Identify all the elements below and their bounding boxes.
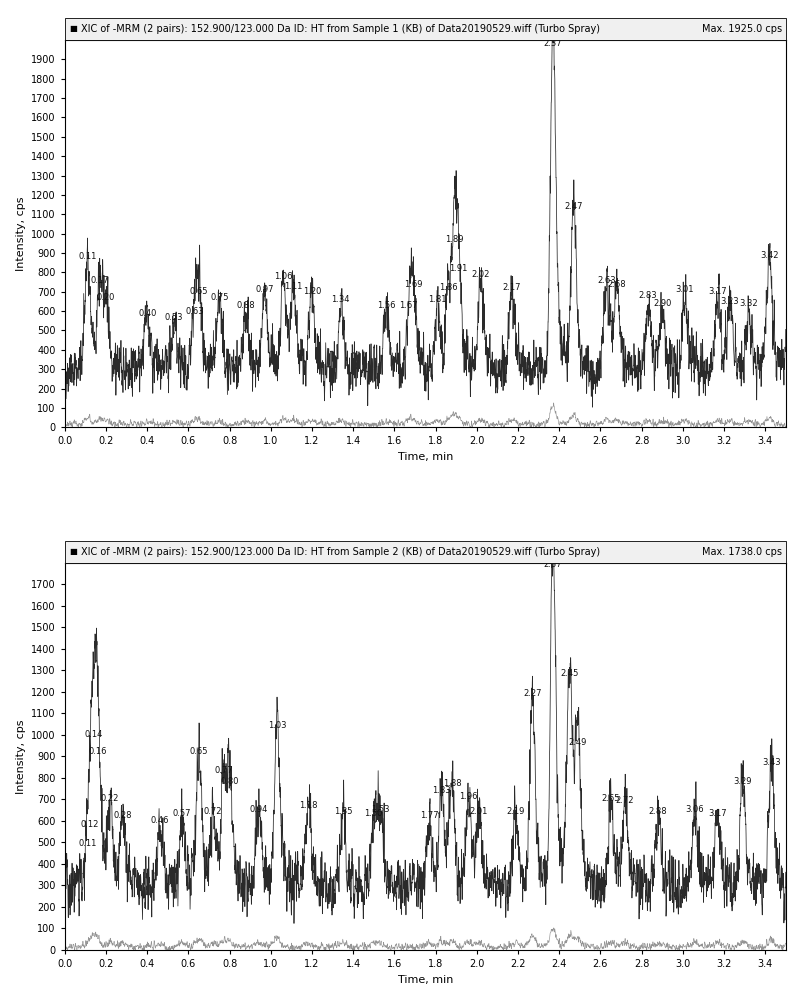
Text: 1.89: 1.89	[445, 235, 463, 244]
Text: 0.75: 0.75	[210, 293, 228, 302]
Text: 3.32: 3.32	[740, 299, 758, 308]
Text: 2.01: 2.01	[470, 807, 488, 816]
Text: 2.63: 2.63	[597, 276, 616, 285]
Text: 0.94: 0.94	[249, 805, 267, 814]
Text: 1.56: 1.56	[377, 301, 395, 310]
Text: 1.86: 1.86	[438, 283, 457, 292]
Text: 1.50: 1.50	[364, 809, 383, 818]
Text: 1.20: 1.20	[303, 287, 321, 296]
Text: 2.83: 2.83	[638, 291, 657, 300]
Text: 3.42: 3.42	[760, 251, 778, 260]
X-axis label: Time, min: Time, min	[398, 975, 453, 985]
Text: 2.02: 2.02	[471, 270, 490, 279]
Text: 2.49: 2.49	[569, 738, 587, 747]
Text: 2.68: 2.68	[608, 280, 626, 289]
Y-axis label: Intensity, cps: Intensity, cps	[15, 719, 26, 794]
Text: 0.57: 0.57	[173, 809, 191, 818]
Text: 1.53: 1.53	[371, 805, 389, 814]
Text: 1.91: 1.91	[449, 264, 467, 273]
Text: 2.88: 2.88	[649, 807, 667, 816]
Text: 3.06: 3.06	[686, 805, 705, 814]
Text: 3.29: 3.29	[733, 777, 752, 786]
Text: 1.03: 1.03	[267, 721, 286, 730]
Text: 0.11: 0.11	[79, 839, 96, 848]
Text: 0.88: 0.88	[237, 301, 255, 310]
Text: 3.17: 3.17	[709, 287, 727, 296]
Text: XIC of -MRM (2 pairs): 152.900/123.000 Da ID: HT from Sample 2 (KB) of Data20190: XIC of -MRM (2 pairs): 152.900/123.000 D…	[81, 547, 600, 557]
Text: Max. 1738.0 cps: Max. 1738.0 cps	[701, 547, 782, 557]
Text: 1.77: 1.77	[420, 811, 439, 820]
Text: 1.35: 1.35	[334, 807, 352, 816]
Text: 0.17: 0.17	[91, 276, 109, 285]
Text: 0.46: 0.46	[151, 816, 168, 825]
Text: 1.34: 1.34	[331, 295, 350, 304]
Text: 0.80: 0.80	[220, 777, 239, 786]
Text: Max. 1925.0 cps: Max. 1925.0 cps	[701, 24, 782, 34]
Text: 1.96: 1.96	[459, 792, 478, 801]
Text: 1.67: 1.67	[399, 301, 418, 310]
Text: 0.65: 0.65	[190, 287, 208, 296]
Text: 1.81: 1.81	[428, 295, 447, 304]
Text: 0.65: 0.65	[190, 747, 208, 756]
Text: 2.19: 2.19	[507, 807, 525, 816]
X-axis label: Time, min: Time, min	[398, 452, 453, 462]
Text: 0.40: 0.40	[138, 309, 156, 318]
Text: 1.88: 1.88	[443, 779, 462, 788]
Text: 0.77: 0.77	[214, 766, 232, 775]
Text: 2.47: 2.47	[565, 202, 583, 211]
Text: 0.14: 0.14	[84, 730, 103, 739]
Text: 3.17: 3.17	[709, 809, 727, 818]
Text: 2.27: 2.27	[523, 689, 542, 698]
Text: 1.18: 1.18	[299, 801, 317, 810]
Text: ■: ■	[69, 547, 77, 556]
Text: XIC of -MRM (2 pairs): 152.900/123.000 Da ID: HT from Sample 1 (KB) of Data20190: XIC of -MRM (2 pairs): 152.900/123.000 D…	[81, 24, 600, 34]
Text: 2.90: 2.90	[653, 299, 671, 308]
Text: 2.37: 2.37	[544, 560, 562, 569]
Text: 1.83: 1.83	[433, 786, 451, 795]
Text: 0.28: 0.28	[113, 811, 132, 820]
Text: 3.43: 3.43	[762, 758, 781, 767]
Text: 0.12: 0.12	[80, 820, 99, 829]
Text: 0.97: 0.97	[255, 285, 274, 294]
Text: 0.20: 0.20	[97, 293, 115, 302]
Text: 2.65: 2.65	[601, 794, 620, 803]
Text: 0.11: 0.11	[79, 252, 96, 261]
Text: 0.16: 0.16	[88, 747, 107, 756]
Y-axis label: Intensity, cps: Intensity, cps	[15, 196, 26, 271]
Text: 1.06: 1.06	[274, 272, 292, 281]
Text: 3.01: 3.01	[676, 285, 694, 294]
Text: 2.45: 2.45	[561, 669, 578, 678]
Text: ■: ■	[69, 24, 77, 33]
Text: 0.22: 0.22	[101, 794, 119, 803]
Text: 0.72: 0.72	[204, 807, 223, 816]
Text: 0.63: 0.63	[185, 307, 204, 316]
Text: 2.37: 2.37	[544, 39, 562, 48]
Text: 1.69: 1.69	[403, 280, 422, 289]
Text: 3.23: 3.23	[721, 297, 740, 306]
Text: 0.53: 0.53	[164, 313, 183, 322]
Text: 2.72: 2.72	[616, 796, 634, 805]
Text: 1.11: 1.11	[284, 282, 303, 291]
Text: 2.17: 2.17	[502, 283, 521, 292]
